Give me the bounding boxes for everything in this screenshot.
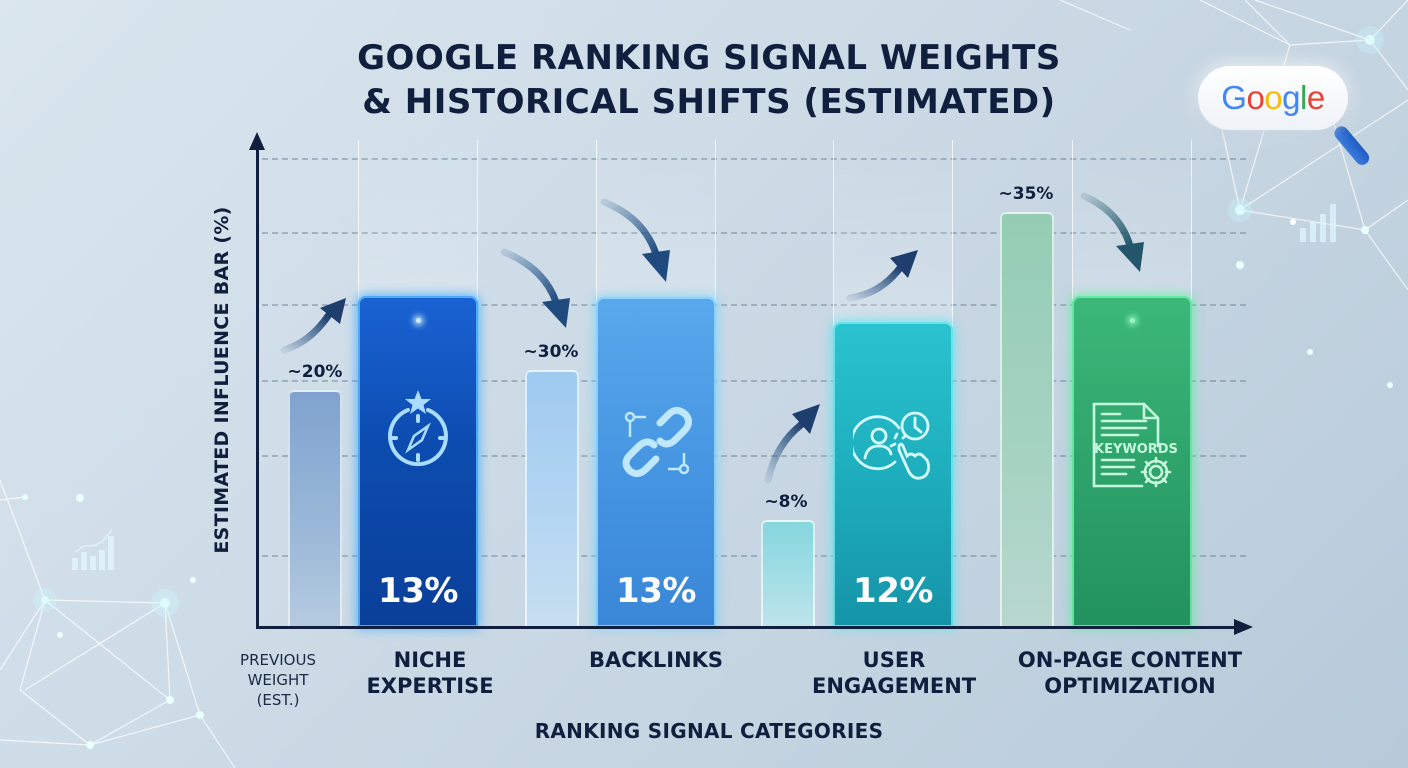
- grid-line: [262, 158, 1246, 160]
- bar-sparkle: [1129, 318, 1135, 323]
- google-logo-letter: G: [1221, 79, 1247, 116]
- current-weight-bar[interactable]: KEYWORDS: [1072, 296, 1192, 627]
- previous-weight-label: ~20%: [287, 362, 343, 382]
- x-axis-label: RANKING SIGNAL CATEGORIES: [534, 719, 884, 743]
- y-axis-label: ESTIMATED INFLUENCE BAR (%): [211, 206, 233, 554]
- google-logo-letter: g: [1282, 79, 1301, 116]
- google-logo-letter: o: [1264, 79, 1283, 116]
- trend-up-arrow-icon: [846, 250, 918, 302]
- magnifier-handle-icon: [1331, 123, 1372, 168]
- category-label-on-page-content-optimization: ON-PAGE CONTENT OPTIMIZATION: [1002, 647, 1258, 699]
- user-click-clock-icon: [853, 411, 930, 480]
- chart-title: GOOGLE RANKING SIGNAL WEIGHTS & HISTORIC…: [0, 36, 1408, 124]
- compass-star-icon: [388, 390, 448, 467]
- trend-up-arrow-icon: [764, 404, 820, 484]
- category-label-line: EXPERTISE: [366, 674, 494, 698]
- previous-weight-legend-line: WEIGHT: [247, 671, 309, 689]
- previous-weight-label: ~8%: [764, 492, 808, 512]
- category-label-niche-expertise: NICHE EXPERTISE: [360, 647, 500, 699]
- current-weight-bar[interactable]: 12%: [833, 322, 953, 627]
- trend-down-arrow-icon: [500, 248, 570, 328]
- previous-weight-label: ~30%: [523, 342, 579, 362]
- mini-chart-icon-left: [72, 529, 114, 570]
- chart-title-line-2: & HISTORICAL SHIFTS (ESTIMATED): [362, 82, 1056, 122]
- current-weight-bar[interactable]: 13%: [596, 297, 716, 627]
- category-label-line: USER: [862, 648, 926, 672]
- google-logo-letter: l: [1300, 79, 1307, 116]
- category-label-user-engagement: USER ENGAGEMENT: [812, 647, 976, 699]
- previous-weight-bar[interactable]: [525, 370, 579, 627]
- grid-line: [262, 555, 1246, 557]
- x-axis: [256, 626, 1236, 629]
- google-logo-letter: e: [1306, 79, 1325, 116]
- grid-line: [262, 455, 1246, 457]
- previous-weight-legend: PREVIOUS WEIGHT (EST.): [236, 650, 320, 710]
- google-logo-letter: o: [1246, 79, 1265, 116]
- y-axis: [256, 148, 259, 629]
- svg-text:KEYWORDS: KEYWORDS: [1094, 442, 1178, 457]
- bar-sparkle: [415, 318, 421, 323]
- category-label-line: NICHE: [393, 648, 467, 672]
- trend-down-arrow-icon: [600, 198, 670, 282]
- previous-weight-legend-line: PREVIOUS: [240, 651, 316, 669]
- mini-chart-icon-right: [1290, 204, 1336, 242]
- x-axis-arrow-icon: [1234, 619, 1253, 635]
- current-weight-value: 13%: [378, 571, 458, 611]
- category-label-line: OPTIMIZATION: [1044, 674, 1216, 698]
- y-axis-arrow-icon: [249, 132, 265, 150]
- google-logo-badge: Google: [1198, 66, 1348, 130]
- link-chain-icon: [622, 406, 693, 478]
- chart-title-line-1: GOOGLE RANKING SIGNAL WEIGHTS: [357, 38, 1061, 78]
- category-label-backlinks: BACKLINKS: [580, 647, 732, 673]
- current-weight-bar[interactable]: 13%: [358, 296, 478, 627]
- previous-weight-bar[interactable]: [761, 520, 815, 627]
- previous-weight-bar[interactable]: [288, 390, 342, 627]
- category-label-line: ENGAGEMENT: [812, 674, 977, 698]
- trend-down-arrow-icon: [1080, 192, 1144, 272]
- google-logo-text: Google: [1221, 79, 1325, 117]
- previous-weight-label: ~35%: [998, 184, 1054, 204]
- grid-line: [262, 380, 1246, 382]
- category-label-line: BACKLINKS: [588, 648, 724, 672]
- previous-weight-legend-line: (EST.): [256, 691, 300, 709]
- current-weight-value: 13%: [616, 571, 696, 611]
- category-label-line: ON-PAGE CONTENT: [1017, 648, 1243, 672]
- previous-weight-bar[interactable]: [1000, 212, 1054, 627]
- keywords-document-gear-icon: KEYWORDS: [1092, 402, 1178, 488]
- grid-line: [262, 304, 1246, 306]
- current-weight-value: 12%: [853, 571, 933, 611]
- grid-line: [262, 232, 1246, 234]
- trend-up-arrow-icon: [280, 298, 346, 354]
